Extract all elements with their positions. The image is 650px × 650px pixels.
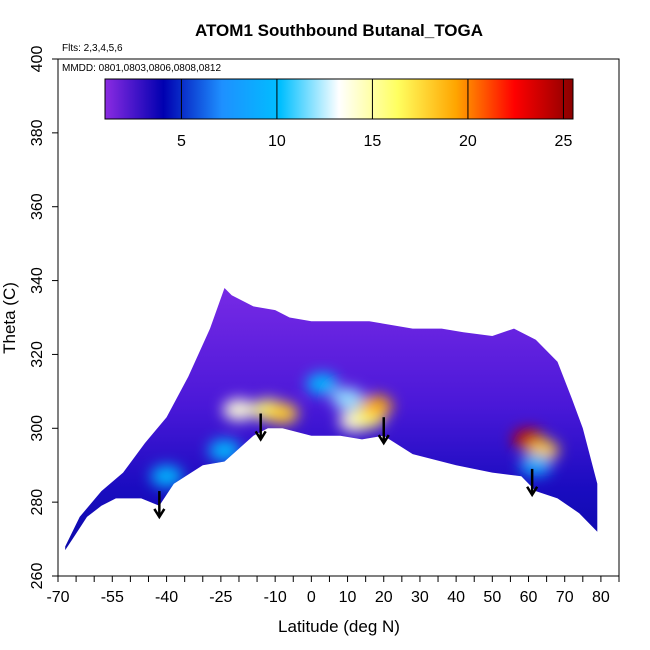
y-tick-label: 320 (29, 341, 46, 368)
y-tick-label: 280 (29, 489, 46, 516)
colorbar-tick-label: 10 (268, 133, 286, 150)
down-arrow (377, 417, 390, 446)
y-tick-label: 340 (29, 267, 46, 294)
colorbar-tick-label: 15 (364, 133, 382, 150)
arrow-head (377, 434, 390, 446)
x-tick-label: -55 (101, 589, 124, 606)
y-tick-label: 360 (29, 193, 46, 220)
chart-title: ATOM1 Southbound Butanal_TOGA (195, 21, 483, 40)
hotspot (150, 465, 183, 488)
x-tick-label: 40 (447, 589, 465, 606)
x-axis: -70 -55 -40 -25 -10 0 10 20 30 40 50 60 70 80 (46, 576, 620, 606)
plot-frame (57, 58, 620, 577)
down-arrow (526, 468, 539, 498)
arrow-head (153, 508, 166, 520)
x-tick-label: -70 (46, 589, 69, 606)
hotspot (266, 402, 299, 425)
y-tick-label: 300 (29, 415, 46, 442)
x-tick-label: -25 (209, 589, 232, 606)
down-arrow (153, 491, 166, 520)
x-tick-label: 50 (483, 589, 501, 606)
field-background (65, 288, 598, 551)
y-axis-label: Theta (C) (0, 282, 19, 354)
dates-annotation: MMDD: 0801,0803,0806,0808,0812 (62, 63, 221, 74)
hotspot (519, 454, 552, 477)
x-axis-label: Latitude (deg N) (278, 617, 400, 636)
x-tick-label: 0 (307, 589, 316, 606)
x-tick-label: 20 (375, 589, 393, 606)
x-tick-label: 70 (556, 589, 574, 606)
y-tick-label: 380 (29, 119, 46, 146)
x-tick-label: 10 (339, 589, 357, 606)
plot-area (65, 288, 598, 551)
hotspot (306, 372, 339, 395)
y-axis: 260 280 300 320 340 360 380 400 (29, 46, 58, 590)
y-tick-label: 260 (29, 563, 46, 590)
hotspot (208, 439, 241, 462)
x-tick-label: 30 (411, 589, 429, 606)
colorbar-tick-label: 25 (555, 133, 573, 150)
hotspot (331, 387, 364, 410)
x-tick-label: 80 (592, 589, 610, 606)
data-field (65, 288, 598, 551)
arrow-head (526, 486, 539, 498)
colorbar-gradient (104, 78, 574, 120)
x-tick-label: 60 (520, 589, 538, 606)
x-tick-label: -40 (155, 589, 178, 606)
hotspot-layer (150, 372, 559, 488)
arrow-head (254, 430, 267, 442)
colorbar-tick-label: 20 (459, 133, 477, 150)
hotspot (222, 398, 255, 421)
colorbar-tick-label: 5 (177, 133, 186, 150)
y-tick-label: 400 (29, 46, 46, 73)
hotspot (360, 395, 393, 418)
flights-annotation: Flts: 2,3,4,5,6 (62, 43, 123, 54)
down-arrow (254, 413, 267, 442)
x-tick-label: -10 (264, 589, 287, 606)
colorbar: 5 10 15 20 25 (104, 78, 574, 150)
